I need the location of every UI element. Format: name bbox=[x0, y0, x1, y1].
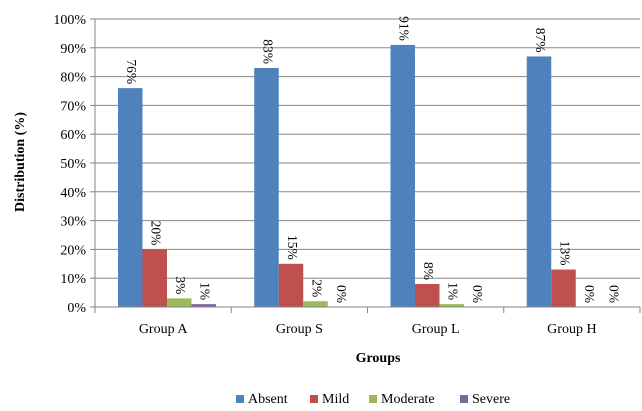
legend-label-severe: Severe bbox=[472, 392, 510, 407]
bar-absent-group-s bbox=[254, 67, 279, 308]
bar-absent-group-h bbox=[526, 56, 552, 307]
legend-swatch-severe bbox=[460, 395, 468, 403]
bar-severe-group-a bbox=[191, 304, 216, 307]
data-label: 0% bbox=[582, 285, 597, 303]
legend-label-moderate: Moderate bbox=[381, 392, 435, 407]
legend: Absent Mild Moderate Severe bbox=[236, 392, 510, 407]
data-label: 15% bbox=[285, 235, 300, 260]
y-tick-label: 10% bbox=[60, 272, 86, 287]
bar-mild-group-s bbox=[278, 263, 304, 307]
y-tick-label: 50% bbox=[60, 157, 86, 172]
data-label: 2% bbox=[309, 279, 324, 297]
bar-moderate-group-a bbox=[167, 298, 192, 307]
bar-mild-group-l bbox=[415, 283, 440, 307]
y-tick-label: 40% bbox=[60, 186, 86, 201]
legend-label-absent: Absent bbox=[248, 392, 288, 407]
bar-mild-group-h bbox=[551, 269, 576, 307]
category-label: Group A bbox=[139, 322, 189, 337]
data-label: 0% bbox=[606, 285, 621, 303]
data-label: 1% bbox=[198, 282, 213, 300]
legend-swatch-mild bbox=[310, 395, 318, 403]
data-label: 8% bbox=[421, 262, 436, 280]
legend-swatch-moderate bbox=[369, 395, 377, 403]
x-axis-title: Groups bbox=[356, 351, 401, 366]
bar-mild-group-a bbox=[142, 249, 167, 307]
y-tick-label: 60% bbox=[60, 128, 86, 143]
bar-moderate-group-l bbox=[439, 304, 464, 307]
axes bbox=[94, 19, 641, 313]
data-label: 91% bbox=[397, 16, 412, 41]
category-label: Group S bbox=[276, 322, 323, 337]
data-label: 13% bbox=[557, 241, 572, 266]
y-axis-title: Distribution (%) bbox=[13, 112, 28, 212]
data-label: 3% bbox=[173, 276, 188, 294]
y-tick-label: 80% bbox=[60, 71, 86, 86]
y-tick-label: 70% bbox=[60, 99, 86, 114]
bar-absent-group-l bbox=[390, 44, 415, 308]
data-label: 0% bbox=[334, 285, 349, 303]
legend-label-mild: Mild bbox=[322, 392, 349, 407]
y-axis-ticks: 0% 10% 20% 30% 40% 50% 60% 70% 80% 90% 100% bbox=[53, 13, 95, 316]
data-label: 1% bbox=[446, 282, 461, 300]
data-labels: 76% 20% 3% 1% 83% 15% 2% 0% 91% 8% 1% 0% 87% 13% 0% 0% bbox=[124, 16, 621, 303]
gridlines bbox=[95, 18, 640, 279]
bar-absent-group-a bbox=[118, 88, 143, 308]
category-labels: Group A Group S Group L Group H bbox=[139, 322, 597, 337]
data-label: 20% bbox=[149, 221, 164, 246]
y-tick-label: 90% bbox=[60, 42, 86, 57]
y-tick-label: 0% bbox=[67, 301, 86, 316]
bar-moderate-group-s bbox=[303, 301, 328, 307]
data-label: 0% bbox=[470, 285, 485, 303]
y-tick-label: 20% bbox=[60, 243, 86, 258]
legend-swatch-absent bbox=[236, 395, 244, 403]
category-label: Group H bbox=[547, 322, 596, 337]
data-label: 87% bbox=[533, 28, 548, 53]
data-label: 76% bbox=[124, 59, 139, 84]
data-label: 83% bbox=[260, 39, 275, 64]
y-tick-label: 100% bbox=[53, 13, 86, 28]
bars bbox=[118, 44, 576, 308]
y-tick-label: 30% bbox=[60, 215, 86, 230]
category-label: Group L bbox=[412, 322, 460, 337]
